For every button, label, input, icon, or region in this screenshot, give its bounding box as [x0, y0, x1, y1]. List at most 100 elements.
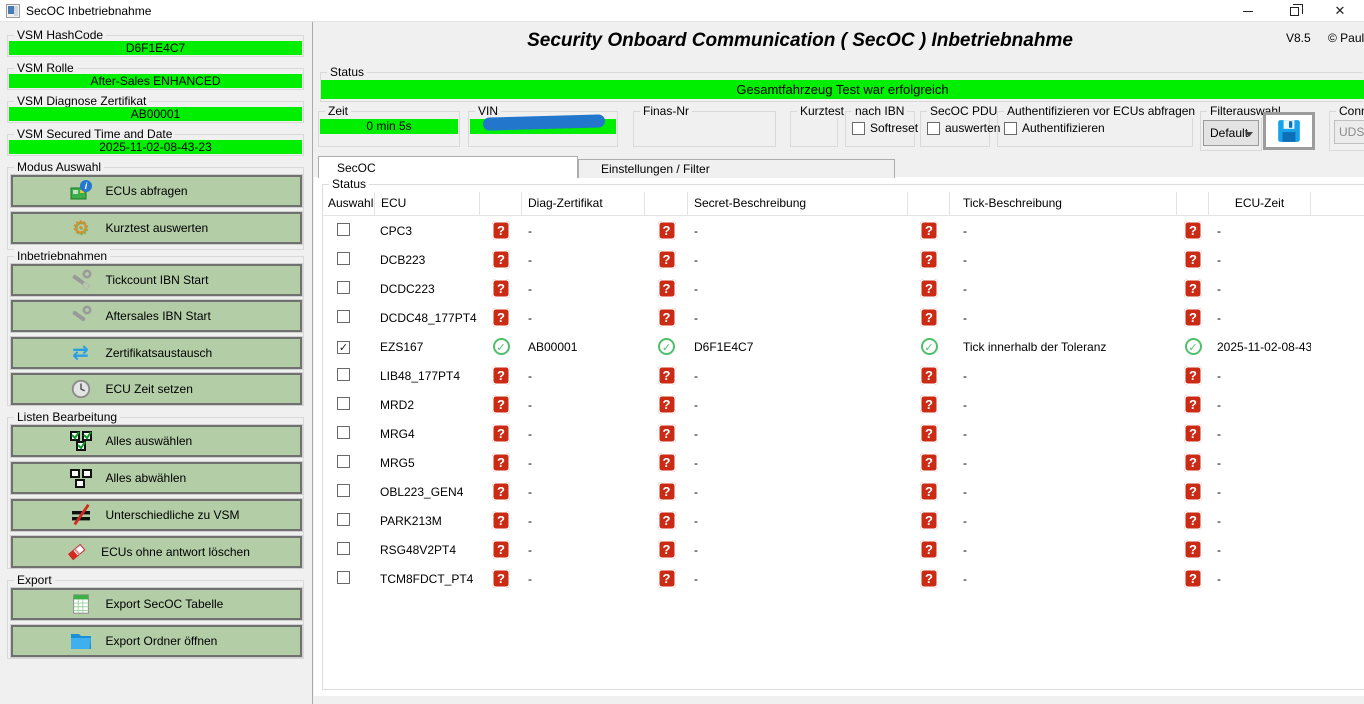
secret-beschreibung-value: -	[694, 310, 698, 325]
diag-zertifikat-value: -	[528, 368, 532, 383]
diag-zertifikat-value: -	[528, 397, 532, 412]
status-ok-icon: ✓	[1184, 338, 1202, 355]
tick-beschreibung-value: -	[963, 542, 967, 557]
status-unknown-icon: ?	[657, 453, 676, 472]
button-label: ECUs ohne antwort löschen	[101, 545, 250, 559]
row-select-checkbox[interactable]	[337, 396, 350, 410]
vsm-time-label: VSM Secured Time and Date	[14, 127, 176, 141]
select-all-icon	[68, 429, 94, 453]
clock-icon	[68, 377, 94, 401]
ecu-name: MRG4	[380, 426, 415, 441]
kurztest-box: Kurztest	[790, 104, 848, 147]
authentifizieren-checkbox[interactable]	[1004, 121, 1017, 135]
vsm-hashcode-label: VSM HashCode	[14, 28, 107, 42]
zeit-label: Zeit	[325, 104, 352, 118]
tab-einstellungen-filter[interactable]: Einstellungen / Filter	[578, 159, 895, 178]
inbetriebnahmen-label: Inbetriebnahmen	[14, 249, 111, 263]
row-select-checkbox[interactable]	[337, 309, 350, 323]
kurztest-auswerten-button[interactable]: ⚙ Kurztest auswerten	[11, 212, 302, 244]
secret-beschreibung-value: -	[694, 571, 698, 586]
col-icon-1	[480, 192, 522, 215]
row-select-checkbox[interactable]	[337, 425, 350, 439]
zeit-value: 0 min 5s	[320, 119, 458, 134]
status-unknown-icon: ?	[492, 395, 510, 414]
folder-icon	[68, 629, 94, 653]
ecu-name: RSG48V2PT4	[380, 542, 457, 557]
ecu-name: MRD2	[380, 397, 415, 412]
col-ecu: ECU	[375, 192, 480, 215]
ecu-zeit-value: -	[1217, 426, 1221, 441]
minimize-button[interactable]	[1228, 0, 1268, 22]
status-unknown-icon: ?	[1184, 250, 1202, 269]
unterschiedliche-zu-vsm-button[interactable]: Unterschiedliche zu VSM	[11, 499, 302, 531]
ecu-zeit-value: -	[1217, 513, 1221, 528]
ecu-name: EZS167	[380, 339, 424, 354]
status-unknown-icon: ?	[920, 540, 938, 559]
auswerten-checkbox[interactable]	[927, 121, 940, 135]
export-secoc-tabelle-button[interactable]: Export SecOC Tabelle	[11, 588, 302, 620]
wrench-gear-icon	[68, 268, 94, 292]
tickcount-ibn-start-button[interactable]: Tickcount IBN Start	[11, 264, 302, 296]
ecu-zeit-value: -	[1217, 281, 1221, 296]
table-row: TCM8FDCT_PT4 ? - ? - ? - ? -	[322, 564, 1364, 593]
connection-label: Conne	[1336, 104, 1364, 118]
alles-auswaehlen-button[interactable]: Alles auswählen	[11, 425, 302, 457]
ecus-abfragen-button[interactable]: i ECUs abfragen	[11, 175, 302, 207]
status-unknown-icon: ?	[1184, 569, 1202, 588]
aftersales-ibn-start-button[interactable]: Aftersales IBN Start	[11, 300, 302, 332]
tab-secoc[interactable]: SecOC	[318, 156, 578, 178]
row-select-checkbox[interactable]	[337, 570, 350, 584]
vin-box: VIN	[468, 104, 618, 147]
row-select-checkbox[interactable]: ✓	[337, 340, 350, 354]
status-unknown-icon: ?	[492, 221, 510, 240]
status-unknown-icon: ?	[920, 511, 938, 530]
button-label: ECUs abfragen	[105, 184, 188, 198]
alles-abwaehlen-button[interactable]: Alles abwählen	[11, 462, 302, 494]
restore-button[interactable]	[1274, 0, 1314, 22]
row-select-checkbox[interactable]	[337, 512, 350, 526]
status-ok-icon: ✓	[658, 338, 675, 355]
button-label: Zertifikatsaustausch	[105, 346, 213, 360]
modus-auswahl-label: Modus Auswahl	[14, 160, 105, 174]
export-label: Export	[14, 573, 55, 587]
save-filter-button[interactable]	[1263, 112, 1315, 150]
row-select-checkbox[interactable]	[337, 251, 350, 265]
vin-label: VIN	[475, 104, 502, 118]
nach-ibn-box: nach IBN Softreset	[845, 104, 918, 147]
row-select-checkbox[interactable]	[337, 483, 350, 497]
ecu-name: DCDC223	[380, 281, 435, 296]
export-ordner-oeffnen-button[interactable]: Export Ordner öffnen	[11, 625, 302, 657]
modus-auswahl-group: Modus Auswahl i ECUs abfragen ⚙ Kurztest…	[7, 160, 304, 250]
connection-input[interactable]: UDS_E	[1334, 120, 1364, 144]
row-select-checkbox[interactable]	[337, 367, 350, 381]
diag-zertifikat-value: -	[528, 223, 532, 238]
ecu-info-icon: i	[68, 179, 94, 203]
status-unknown-icon: ?	[492, 308, 510, 327]
tick-beschreibung-value: -	[963, 484, 967, 499]
status-unknown-icon: ?	[920, 308, 938, 327]
filter-dropdown[interactable]: Default	[1203, 120, 1259, 146]
status-unknown-icon: ?	[1184, 221, 1202, 240]
row-select-checkbox[interactable]	[337, 222, 350, 236]
softreset-checkbox[interactable]	[852, 121, 865, 135]
row-select-checkbox[interactable]	[337, 280, 350, 294]
status-unknown-icon: ?	[920, 221, 938, 240]
row-select-checkbox[interactable]	[337, 541, 350, 555]
ecu-zeit-setzen-button[interactable]: ECU Zeit setzen	[11, 373, 302, 405]
table-row: RSG48V2PT4 ? - ? - ? - ? -	[322, 535, 1364, 564]
row-select-checkbox[interactable]	[337, 454, 350, 468]
diag-zertifikat-value: -	[528, 542, 532, 557]
secoc-pdu-label: SecOC PDU	[927, 104, 1001, 118]
status-unknown-icon: ?	[920, 424, 938, 443]
copyright-label: © Paul	[1328, 31, 1364, 45]
ecus-ohne-antwort-loeschen-button[interactable]: ECUs ohne antwort löschen	[11, 536, 302, 568]
secret-beschreibung-value: -	[694, 281, 698, 296]
status-unknown-icon: ?	[492, 482, 510, 501]
status-unknown-icon: ?	[920, 453, 938, 472]
tick-beschreibung-value: -	[963, 281, 967, 296]
status-unknown-icon: ?	[1184, 482, 1202, 501]
zertifikatsaustausch-button[interactable]: ⇄ Zertifikatsaustausch	[11, 337, 302, 369]
diag-zertifikat-value: -	[528, 513, 532, 528]
close-button[interactable]: ✕	[1334, 3, 1346, 18]
tick-beschreibung-value: -	[963, 513, 967, 528]
